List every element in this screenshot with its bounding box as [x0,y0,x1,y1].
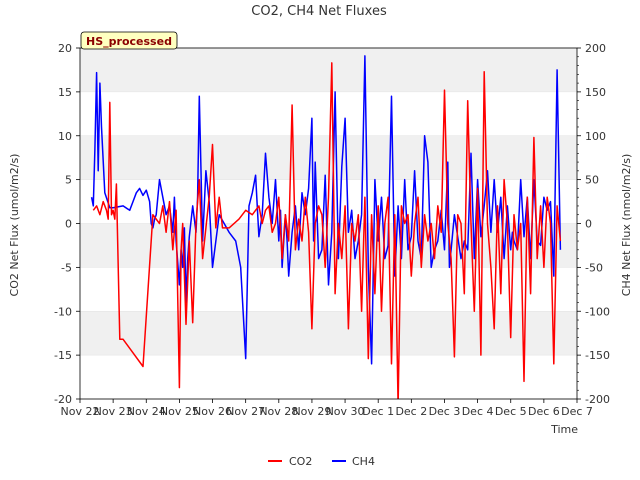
grid-band [80,48,577,92]
right-tick-label: 200 [585,42,606,55]
x-tick-label: Dec 5 [495,405,527,418]
left-tick-label: -10 [54,305,72,318]
x-tick-label: Nov 25 [160,405,199,418]
right-tick-label: 100 [585,130,606,143]
left-tick-label: 5 [65,174,72,187]
left-tick-label: 0 [65,218,72,231]
y-axis-label-left: CO2 Net Flux (umol/m2/s) [8,154,21,297]
x-tick-label: Nov 27 [226,405,265,418]
x-tick-label: Dec 3 [429,405,461,418]
legend: CO2 CH4 [268,455,375,468]
right-tick-label: 0 [585,218,592,231]
right-tick-label: -150 [585,349,610,362]
right-tick-label: -100 [585,305,610,318]
grid-band [80,311,577,356]
legend-label-ch4: CH4 [352,455,375,468]
hs-processed-badge: HS_processed [80,31,178,50]
badge-label: HS_processed [86,35,172,48]
series-layer [90,55,562,399]
chart-title: CO2, CH4 Net Fluxes [251,4,387,19]
right-tick-label: -50 [585,261,603,274]
left-tick-label: 15 [58,86,72,99]
left-tick-label: -5 [61,261,72,274]
right-tick-label: 50 [585,174,599,187]
left-tick-label: -15 [54,349,72,362]
series-line-co2 [92,62,562,399]
x-tick-label: Nov 22 [61,405,100,418]
y-axis-label-right: CH4 Net Flux (nmol/m2/s) [620,154,633,297]
x-tick-label: Dec 6 [528,405,560,418]
x-tick-label: Nov 23 [94,405,133,418]
left-tick-label: 20 [58,42,72,55]
x-tick-label: Dec 7 [561,405,593,418]
x-axis-label: Time [550,423,578,436]
right-tick-label: -200 [585,393,610,406]
right-axis: -200 -150 -100 -50 0 50 100 150 200 [577,42,610,406]
left-tick-label: -20 [54,393,72,406]
x-tick-label: Nov 24 [127,405,166,418]
right-tick-label: 150 [585,86,606,99]
left-axis: -20 -15 -10 -5 0 5 10 15 20 [54,42,80,406]
left-tick-label: 10 [58,130,72,143]
x-tick-label: Dec 4 [462,405,494,418]
x-tick-label: Dec 1 [362,405,394,418]
x-tick-label: Nov 26 [193,405,232,418]
x-tick-label: Nov 29 [292,405,331,418]
x-tick-label: Nov 30 [326,405,365,418]
x-tick-label: Dec 2 [395,405,427,418]
legend-label-co2: CO2 [289,455,312,468]
x-tick-label: Nov 28 [259,405,298,418]
